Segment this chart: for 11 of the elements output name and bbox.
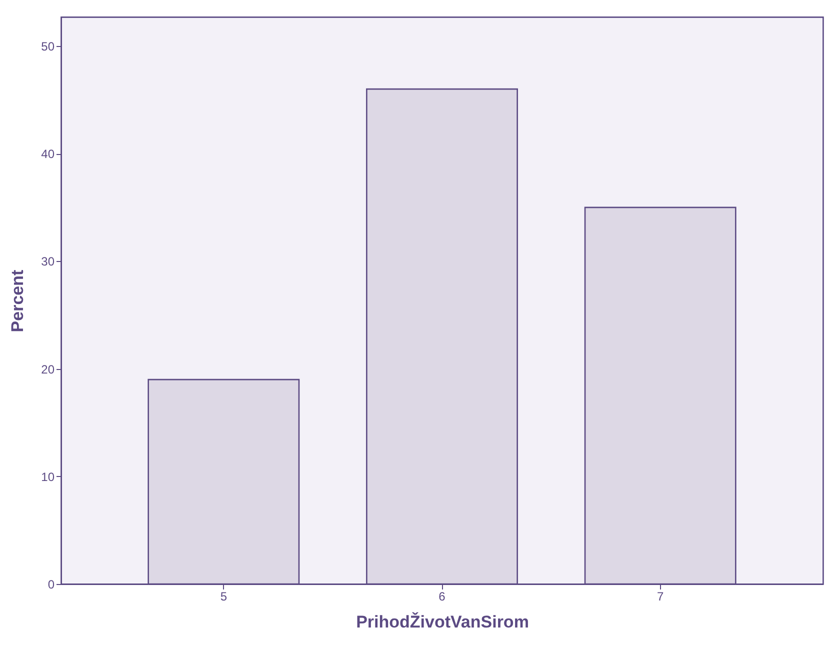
y-tick-label: 50 bbox=[41, 40, 55, 54]
x-tick-label: 7 bbox=[656, 590, 664, 604]
x-axis-title: PrihodŽivotVanSirom bbox=[356, 612, 529, 632]
x-tick-label: 5 bbox=[220, 590, 228, 604]
y-axis-title: Percent bbox=[8, 269, 28, 332]
y-tick-label: 30 bbox=[41, 254, 55, 269]
y-tick-label: 10 bbox=[41, 470, 55, 484]
y-tick-label: 0 bbox=[48, 578, 55, 592]
x-tick-label: 6 bbox=[438, 590, 446, 604]
y-tick-label: 40 bbox=[41, 147, 55, 162]
y-tick-label: 20 bbox=[41, 362, 55, 376]
